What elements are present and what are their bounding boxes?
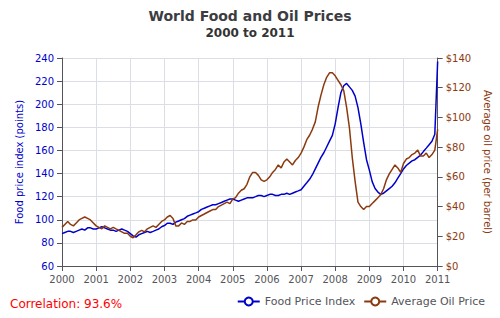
svg-text:$100: $100 (446, 112, 471, 123)
svg-text:120: 120 (35, 191, 54, 202)
svg-text:60: 60 (41, 261, 54, 272)
svg-text:Food price index (points): Food price index (points) (14, 100, 25, 224)
svg-text:$20: $20 (446, 231, 465, 242)
svg-text:2002: 2002 (118, 274, 143, 285)
svg-text:$60: $60 (446, 171, 465, 182)
svg-text:180: 180 (35, 122, 54, 133)
svg-text:100: 100 (35, 214, 54, 225)
svg-text:Average oil price (per barrel): Average oil price (per barrel) (482, 90, 493, 234)
svg-text:2009: 2009 (357, 274, 382, 285)
svg-text:2004: 2004 (186, 274, 211, 285)
svg-text:2008: 2008 (322, 274, 347, 285)
svg-text:2006: 2006 (254, 274, 279, 285)
svg-text:$0: $0 (446, 261, 459, 272)
svg-text:World Food and Oil Prices: World Food and Oil Prices (148, 8, 351, 24)
svg-text:$120: $120 (446, 82, 471, 93)
svg-text:2000: 2000 (49, 274, 74, 285)
svg-text:2003: 2003 (152, 274, 177, 285)
svg-text:160: 160 (35, 145, 54, 156)
svg-text:$80: $80 (446, 142, 465, 153)
svg-text:2010: 2010 (391, 274, 416, 285)
svg-text:200: 200 (35, 99, 54, 110)
svg-text:220: 220 (35, 76, 54, 87)
svg-text:140: 140 (35, 168, 54, 179)
svg-text:Correlation: 93.6%: Correlation: 93.6% (10, 297, 122, 311)
svg-text:2007: 2007 (288, 274, 313, 285)
svg-text:$140: $140 (446, 53, 471, 64)
svg-text:Food Price Index: Food Price Index (265, 295, 356, 308)
svg-text:$40: $40 (446, 201, 465, 212)
svg-text:80: 80 (41, 237, 54, 248)
svg-text:2005: 2005 (220, 274, 245, 285)
svg-text:2000 to 2011: 2000 to 2011 (205, 26, 294, 40)
svg-text:240: 240 (35, 53, 54, 64)
svg-text:2011: 2011 (425, 274, 450, 285)
svg-text:2001: 2001 (83, 274, 108, 285)
svg-text:Average Oil Price: Average Oil Price (391, 295, 485, 308)
